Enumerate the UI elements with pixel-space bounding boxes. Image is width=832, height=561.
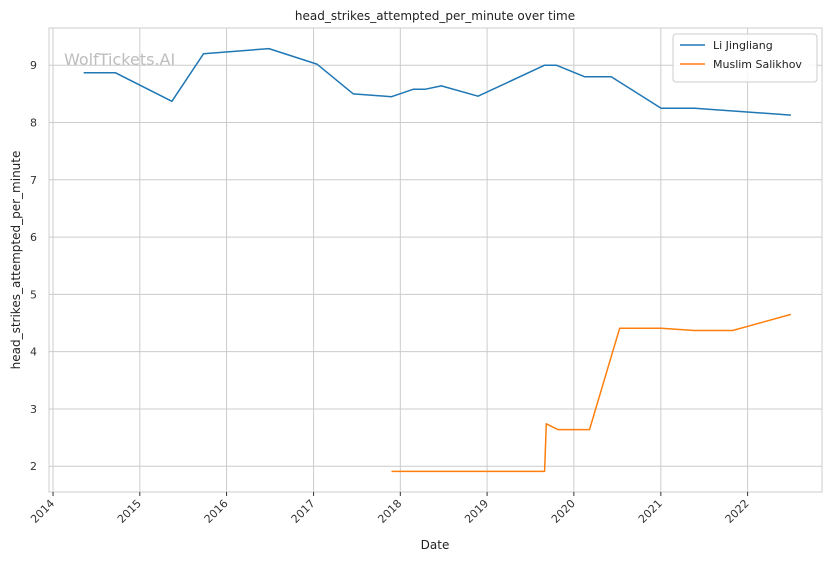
x-tick-label: 2022 <box>723 497 752 526</box>
watermark: WolfTickets.AI <box>64 50 175 69</box>
series-line-li-jingliang <box>83 47 791 116</box>
x-axis-title: Date <box>421 538 450 552</box>
x-tick-label: 2017 <box>289 497 318 526</box>
chart-title: head_strikes_attempted_per_minute over t… <box>295 9 575 23</box>
grid-layer <box>49 28 822 492</box>
tick-layer: 2 3 4 5 6 7 8 9 2014 2015 2016 2017 2018 2019 2020 2021… <box>28 59 752 526</box>
x-tick-label: 2014 <box>28 497 57 526</box>
y-tick-label: 4 <box>30 346 37 359</box>
y-tick-label: 8 <box>30 117 37 130</box>
y-tick-label: 7 <box>30 174 37 187</box>
x-tick-label: 2016 <box>202 497 231 526</box>
y-tick-label: 3 <box>30 403 37 416</box>
y-tick-label: 9 <box>30 59 37 72</box>
x-tick-label: 2018 <box>375 497 404 526</box>
x-tick-label: 2015 <box>115 497 144 526</box>
legend-box <box>672 33 818 83</box>
legend-label-muslim-salikhov: Muslim Salikhov <box>713 58 802 71</box>
legend: Li Jingliang Muslim Salikhov <box>672 33 818 83</box>
plot-frame <box>48 27 823 493</box>
x-tick-label: 2021 <box>636 497 665 526</box>
series-line-muslim-salikhov <box>391 313 792 473</box>
x-tick-label: 2020 <box>549 497 578 526</box>
x-tick-label: 2019 <box>462 497 491 526</box>
y-axis-title: head_strikes_attempted_per_minute <box>9 151 23 370</box>
y-tick-label: 5 <box>30 288 37 301</box>
legend-label-li-jingliang: Li Jingliang <box>713 39 773 52</box>
y-tick-label: 6 <box>30 231 37 244</box>
series-layer <box>83 47 792 473</box>
y-tick-label: 2 <box>30 460 37 473</box>
